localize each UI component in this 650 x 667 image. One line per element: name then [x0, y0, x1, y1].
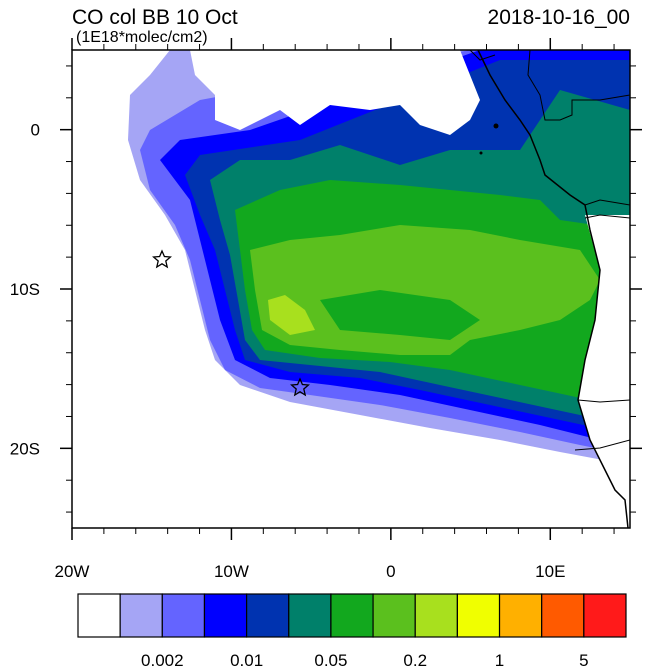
contour — [268, 295, 315, 335]
colorbar-swatch — [541, 593, 585, 638]
border — [469, 50, 496, 61]
colorbar-label: 0.05 — [314, 651, 347, 667]
colorbar-swatch — [203, 593, 248, 638]
x-tick-label: 20W — [55, 562, 90, 581]
border — [577, 399, 630, 403]
border — [527, 50, 630, 121]
colorbar-swatch — [372, 593, 416, 638]
colorbar-swatch — [498, 593, 543, 638]
border — [574, 439, 630, 451]
contour — [320, 290, 480, 340]
no-data — [190, 50, 480, 135]
land — [578, 215, 630, 528]
colorbar-swatch — [246, 593, 290, 638]
time-label: 2018-10-16_00 — [488, 6, 630, 29]
colorbar-swatch — [414, 593, 458, 638]
island — [493, 123, 499, 129]
y-tick-label: 20S — [10, 439, 40, 458]
x-tick-label: 0 — [386, 562, 395, 581]
colorbar-swatch — [288, 593, 332, 638]
border — [584, 199, 630, 206]
site-marker — [290, 377, 310, 397]
colorbar-label: 1 — [495, 651, 504, 667]
colorbar-swatch — [77, 593, 121, 638]
colorbar-swatch — [119, 593, 163, 638]
field — [128, 50, 630, 528]
x-tick-label: 10W — [214, 562, 249, 581]
colorbar-swatch — [583, 593, 627, 638]
y-tick-label: 0 — [31, 121, 40, 140]
site-marker — [152, 249, 172, 269]
units: (1E18*molec/cm2) — [76, 29, 208, 46]
y-tick-label: 10S — [10, 280, 40, 299]
colorbar-label: 0.01 — [230, 651, 263, 667]
colorbar-label: 0.2 — [403, 651, 427, 667]
colorbar-swatch — [161, 593, 206, 638]
x-tick-label: 10E — [535, 562, 565, 581]
island — [479, 151, 483, 155]
border — [584, 214, 630, 219]
title: CO col BB 10 Oct — [72, 6, 238, 29]
colorbar-label: 5 — [579, 651, 588, 667]
colorbar-swatch — [456, 593, 501, 638]
coastline — [477, 50, 629, 528]
colorbar-label: 0.002 — [141, 651, 184, 667]
colorbar-swatch — [330, 593, 374, 638]
